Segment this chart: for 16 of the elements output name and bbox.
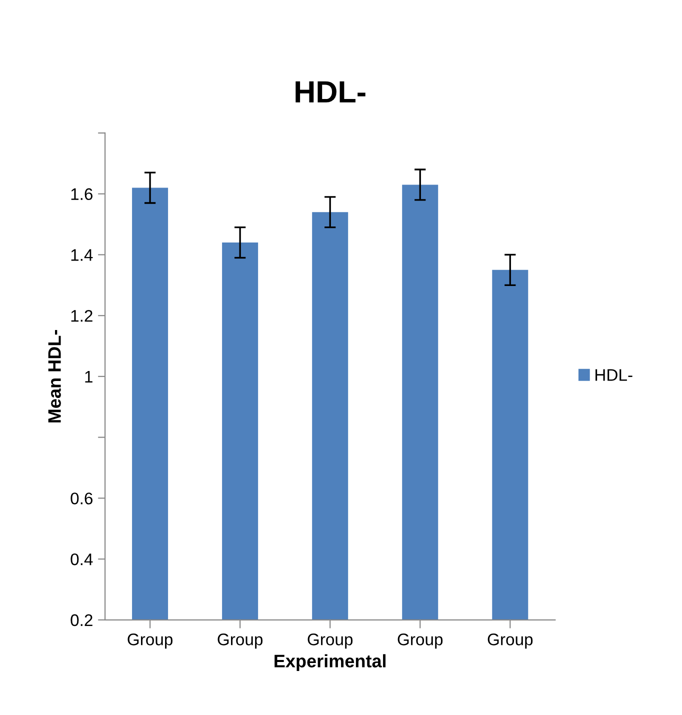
x-tick-label: Group — [398, 634, 443, 649]
y-tick-label: 1.6 — [71, 188, 92, 200]
x-tick-label: Group — [128, 634, 173, 649]
y-tick-label: 1.2 — [71, 310, 92, 322]
y-tick-label: 0.2 — [70, 614, 92, 626]
x-tick-label: Group — [218, 634, 263, 649]
y-tick-label: 0.4 — [70, 553, 93, 566]
y-axis-title: Mean HDL- — [48, 330, 61, 422]
x-axis-title: Experimental — [274, 654, 386, 672]
legend-label: HDL- — [596, 369, 632, 381]
x-tick-label: Group — [488, 634, 533, 649]
x-tick-label: Group — [308, 634, 353, 649]
y-tick-label: 1.4 — [71, 249, 93, 261]
y-tick-label: 0.6 — [70, 492, 92, 504]
chart-title: HDL- — [296, 81, 366, 102]
y-tick-label: 1 — [85, 371, 92, 382]
